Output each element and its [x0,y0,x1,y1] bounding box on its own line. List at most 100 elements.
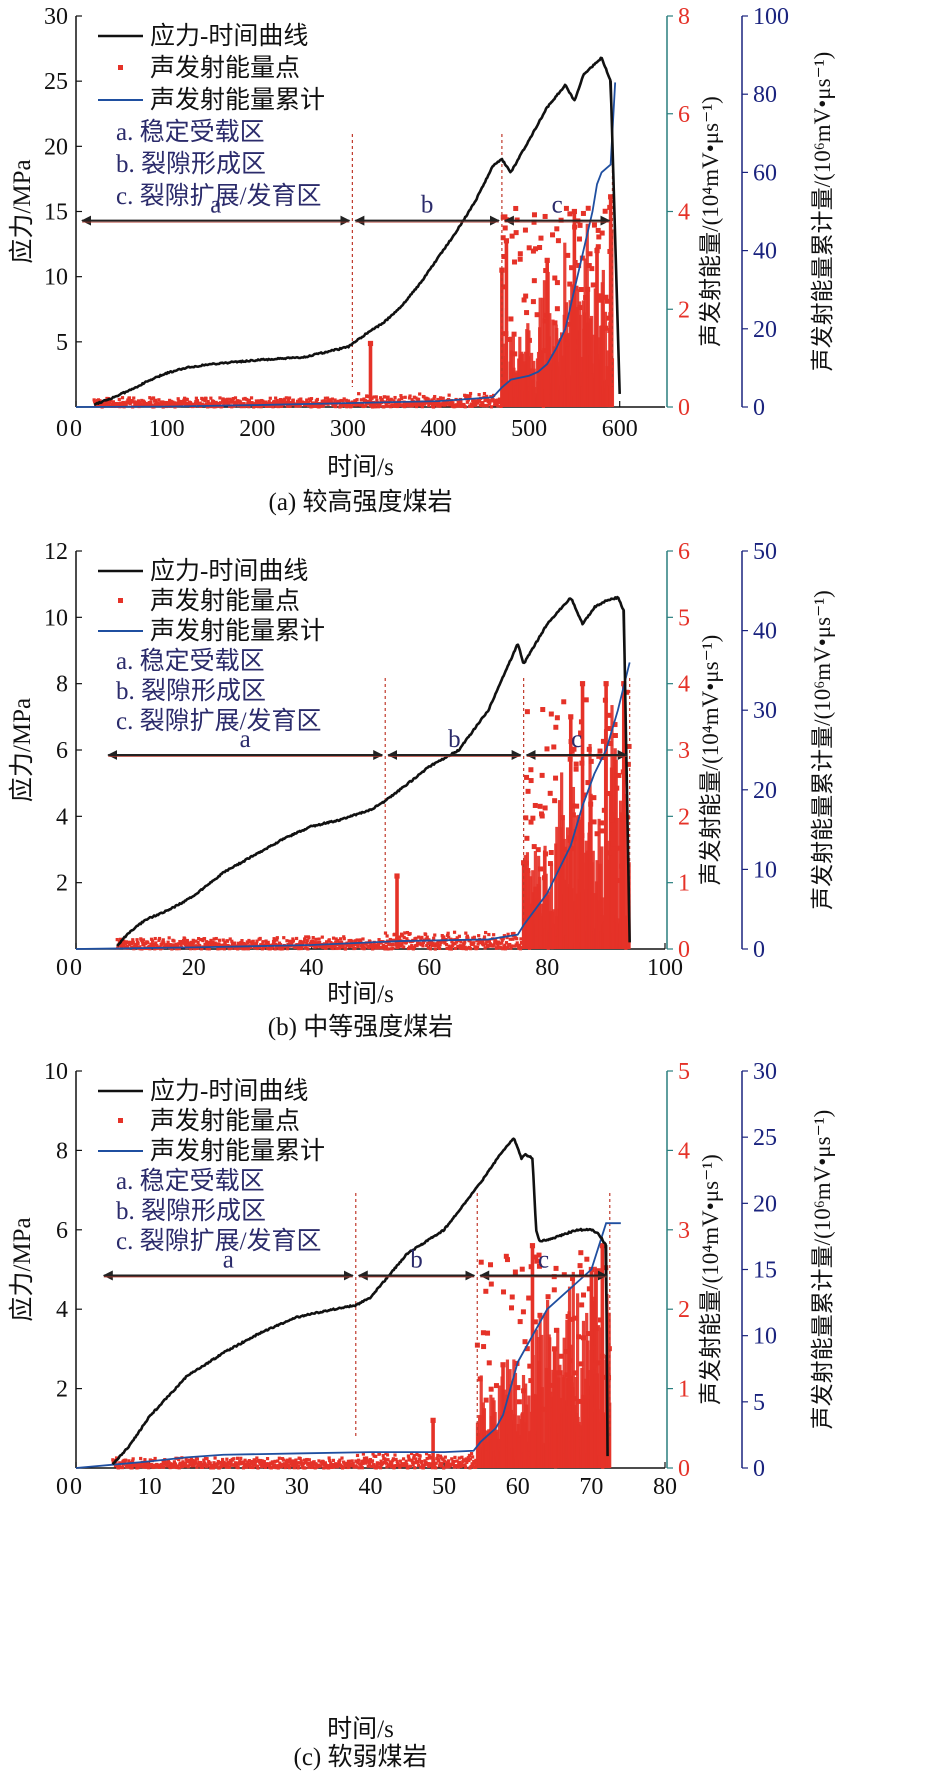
ae-point [243,396,247,401]
ae-point [478,399,482,403]
ae-point [245,1465,249,1469]
ae-point [460,1464,465,1468]
ae-point [341,945,345,949]
ae-point [415,1452,419,1457]
ae-point [350,1459,354,1463]
ae-point [186,941,190,945]
ae-point [599,230,605,236]
ae-point [195,399,200,403]
ae-point [171,400,175,404]
ae-point [324,946,328,950]
ae-point [590,1345,596,1351]
ae-point [292,1466,296,1470]
ae-point [579,1269,585,1275]
ae-point [172,939,176,943]
ae-point [234,1463,239,1467]
ae-point [446,933,450,937]
ae-point [625,761,631,767]
ae-point [601,1467,605,1469]
y-left-tick-label: 15 [44,200,68,226]
ae-point [262,945,266,949]
legend-item-1: 应力-时间曲线 [150,557,308,585]
y-mid-axis-title: 声发射能量/(10⁴mV•μs⁻¹) [698,96,723,347]
ae-point [473,399,477,403]
ae-point [397,403,401,407]
ae-point [439,397,443,401]
x-tick-label: 0 [70,955,82,981]
ae-point [107,403,111,407]
ae-point [342,397,346,401]
ae-point [267,1463,271,1467]
ae-point [394,1457,398,1462]
ae-point [184,1457,188,1461]
ae-point [108,400,112,404]
ae-point [488,399,492,403]
ae-point [372,1454,376,1458]
ae-peak-point [579,681,586,687]
ae-point [467,404,472,408]
y-right-tick-label: 40 [753,619,777,645]
ae-point [202,403,207,407]
ae-point [186,1465,190,1469]
ae-point [311,936,315,940]
ae-point [616,845,622,851]
ae-peak-point [503,238,510,244]
ae-point [223,940,227,944]
legend-item-4: a. 稳定受载区 [116,1167,265,1195]
ae-peak [545,260,549,407]
ae-point [547,790,553,796]
ae-point [382,1460,386,1465]
ae-point [273,1459,277,1463]
ae-point [291,939,295,943]
ae-point [182,938,186,943]
ae-point [274,942,278,947]
ae-point [556,339,560,407]
ae-point [297,398,301,402]
ae-point [407,403,411,407]
ae-point [549,863,554,949]
ae-point [519,1266,525,1272]
ae-point [450,940,454,944]
ae-point [401,934,405,938]
ae-point [124,940,128,944]
y-mid-tick-label: 3 [678,738,690,764]
ae-point [352,402,356,406]
y-mid-tick-label: 1 [678,1377,690,1403]
ae-point [266,401,270,405]
ae-point [263,1465,268,1470]
ae-point [307,936,311,940]
ae-point [337,946,342,950]
ae-point [471,398,475,403]
ae-point [459,940,463,944]
ae-point [171,1462,175,1466]
ae-point [252,1463,256,1467]
ae-point [294,1458,298,1462]
ae-point [195,1457,200,1461]
ae-point [591,222,597,228]
ae-point [440,1461,444,1465]
ae-point [558,1353,564,1359]
ae-point [230,942,234,946]
ae-point [299,1459,303,1463]
ae-point [542,805,548,811]
ae-point [314,404,318,408]
ae-point [376,1462,380,1466]
ae-point [202,397,206,401]
ae-point [336,1462,340,1467]
y-left-axis-title: 应力/MPa [8,698,36,802]
ae-point [522,227,528,233]
y-mid-tick-label: 2 [678,297,690,323]
ae-point [416,1463,421,1468]
ae-point [450,1457,454,1461]
zone-label: b [410,1246,423,1273]
ae-point [266,946,270,951]
ae-point [378,403,382,408]
ae-point [393,1453,397,1457]
ae-point [339,940,344,944]
ae-point [290,1461,294,1465]
ae-point [183,937,187,941]
ae-point [519,937,523,941]
ae-point [370,1459,375,1463]
ae-point [374,1454,378,1458]
ae-point [517,256,523,262]
